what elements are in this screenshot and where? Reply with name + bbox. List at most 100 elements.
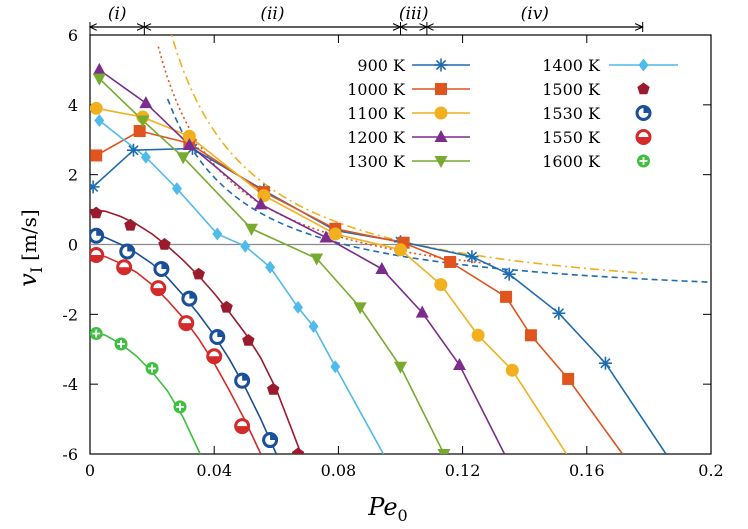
data-point-1550k — [178, 315, 195, 332]
axis-ticks: 0 0.04 0.08 0.12 0.16 0.2 6 4 2 0 -2 -4 -6 — [62, 26, 723, 480]
legend-marker-1300k — [434, 156, 448, 168]
marker-fill — [207, 356, 221, 363]
asterisk-stroke — [553, 308, 565, 319]
data-point-1400k — [240, 239, 251, 253]
y-tick-label: 6 — [68, 26, 78, 45]
data-point-1400k — [293, 300, 304, 314]
data-point-1550k — [206, 348, 223, 365]
x-tick-label: 0 — [85, 461, 95, 480]
data-point-1530k — [262, 432, 279, 449]
data-point-1400k — [140, 150, 151, 164]
marker-fill — [117, 267, 131, 274]
data-point-1200k — [415, 305, 429, 318]
data-point-1500k — [124, 218, 137, 231]
legend-label-1550k: 1550 K — [542, 128, 601, 147]
x-axis-subscript: 0 — [398, 506, 408, 525]
regime-label: (i) — [108, 4, 127, 24]
y-axis-title: vI[m/s] — [14, 209, 46, 286]
marker-fill — [242, 374, 249, 381]
data-point-1000k — [133, 125, 146, 138]
y-tick-label: -4 — [62, 375, 78, 394]
data-point-1400k — [94, 114, 105, 128]
data-point-1550k — [116, 259, 133, 276]
data-point-1550k — [234, 418, 251, 435]
legend-label-1200k: 1200 K — [347, 128, 406, 147]
data-point-1000k — [524, 329, 537, 342]
legend-label-1100k: 1100 K — [347, 104, 406, 123]
data-point-900k — [465, 250, 479, 264]
series-markers — [90, 62, 612, 454]
data-point-1200k — [319, 230, 333, 243]
data-point-1530k — [90, 227, 105, 244]
data-point-1600k — [90, 327, 103, 341]
data-point-1100k — [505, 363, 519, 377]
legend-label-900k: 900 K — [357, 56, 406, 75]
y-axis-unit: [m/s] — [17, 209, 41, 261]
data-point-1600k — [173, 400, 187, 414]
data-point-1500k — [220, 300, 233, 313]
legend-marker-1530k — [635, 105, 652, 121]
data-point-1000k — [500, 290, 513, 303]
legend-label-1600k: 1600 K — [542, 152, 601, 171]
data-point-1300k — [394, 361, 407, 374]
regime-label: (iv) — [521, 4, 549, 24]
data-point-1500k — [291, 447, 305, 454]
data-point-1200k — [254, 197, 268, 210]
marker-fill — [179, 323, 193, 330]
marker-fill — [643, 106, 650, 113]
data-point-1500k — [267, 382, 280, 395]
data-point-1530k — [181, 290, 198, 307]
regime-label: (iii) — [399, 4, 429, 24]
data-point-1300k — [437, 449, 451, 454]
data-point-1100k — [328, 227, 342, 241]
asterisk-stroke — [504, 269, 515, 280]
legend-marker-1000k — [435, 83, 447, 95]
marker-fill — [96, 229, 103, 236]
data-point-1300k — [353, 302, 367, 315]
data-point-1000k — [562, 372, 575, 385]
data-point-1000k — [90, 149, 103, 162]
data-point-1000k — [444, 255, 457, 268]
y-tick-label: -2 — [62, 305, 78, 324]
marker-fill — [637, 137, 650, 144]
data-point-1500k — [90, 206, 103, 219]
legend-marker-900k — [434, 58, 448, 72]
data-point-1400k — [308, 320, 319, 334]
legend: 900 K 1000 K 1100 K 1200 K 1300 K 1400 K 1500 … — [347, 56, 678, 171]
data-point-1100k — [471, 328, 485, 342]
data-point-1200k — [92, 62, 106, 75]
data-point-1530k — [234, 372, 251, 389]
marker-fill — [189, 292, 196, 299]
reference-curve-0 — [166, 98, 711, 283]
legend-marker-1550k — [635, 129, 652, 145]
legend-marker-1500k — [637, 82, 650, 95]
asterisk-stroke — [128, 145, 139, 156]
data-point-1530k — [209, 329, 226, 346]
marker-fill — [235, 426, 249, 433]
reference-curve-2 — [170, 35, 643, 274]
y-tick-label: 4 — [68, 96, 78, 115]
data-point-1300k — [92, 73, 106, 86]
legend-marker-1100k — [434, 106, 448, 120]
marker-fill — [270, 433, 277, 441]
data-point-1500k — [242, 334, 255, 346]
data-point-1300k — [310, 253, 324, 266]
series-line-1100k — [96, 107, 568, 454]
data-point-1600k — [145, 361, 159, 375]
legend-marker-1200k — [434, 130, 448, 142]
data-point-1200k — [375, 261, 389, 274]
reference-curve-1 — [157, 46, 494, 265]
x-tick-label: 0.08 — [321, 461, 357, 480]
data-point-1550k — [90, 246, 105, 263]
data-point-1400k — [212, 227, 223, 241]
y-tick-label: 0 — [68, 236, 78, 255]
data-point-1400k — [171, 182, 182, 196]
regime-annotations: (i) (ii) (iii) (iv) — [90, 4, 643, 35]
series-line-1400k — [98, 119, 385, 454]
marker-fill — [127, 244, 134, 252]
data-point-1500k — [192, 267, 205, 280]
data-point-1100k — [434, 278, 448, 292]
regime-label: (ii) — [260, 4, 284, 24]
legend-label-1500k: 1500 K — [542, 80, 601, 99]
